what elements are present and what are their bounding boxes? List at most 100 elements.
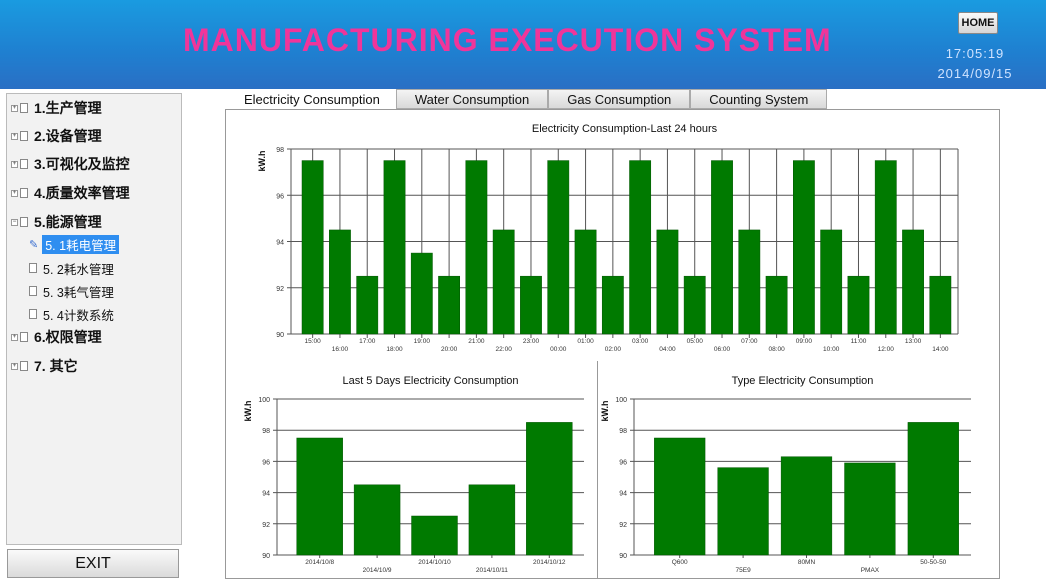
x-tick-label: 13:00 [905, 338, 922, 345]
bar [929, 275, 952, 335]
x-tick-label: 14:00 [932, 346, 949, 353]
x-tick-label: 17:00 [359, 338, 376, 345]
bar [520, 275, 542, 335]
tab-gas[interactable]: Gas Consumption [548, 89, 691, 109]
bar [301, 160, 324, 335]
tree-item[interactable]: 5. 2耗水管理 [29, 258, 114, 278]
y-tick-label: 90 [619, 553, 627, 560]
bar [717, 467, 769, 556]
bar [356, 275, 379, 335]
y-tick-label: 98 [619, 428, 627, 435]
exit-button[interactable]: EXIT [7, 549, 179, 578]
bar [411, 515, 458, 556]
y-tick-label: 96 [276, 193, 284, 200]
header-bar: MANUFACTURING EXECUTION SYSTEM HOME 17:0… [0, 0, 1046, 89]
expand-icon[interactable]: + [11, 160, 18, 168]
tree-item[interactable]: +2.设备管理 [11, 126, 102, 146]
document-icon [20, 332, 28, 342]
bar [765, 275, 788, 335]
x-tick-label: 2014/10/8 [305, 559, 334, 566]
bar [492, 229, 515, 335]
x-tick-label: 15:00 [305, 338, 322, 345]
bar [654, 437, 706, 556]
x-tick-label: 19:00 [414, 338, 431, 345]
bar [738, 229, 761, 335]
y-axis-label: kW.h [600, 400, 610, 421]
y-tick-label: 94 [262, 491, 270, 498]
x-tick-label: 18:00 [386, 346, 403, 353]
tree-item[interactable]: +7. 其它 [11, 356, 78, 376]
x-tick-label: 16:00 [332, 346, 349, 353]
x-tick-label: Q600 [672, 559, 688, 566]
expand-icon[interactable]: + [11, 132, 18, 140]
x-tick-label: 04:00 [659, 346, 676, 353]
tree-item-label: 5. 1耗电管理 [42, 234, 120, 254]
bar [438, 275, 460, 335]
bar [383, 160, 406, 335]
tab-bar: Electricity Consumption Water Consumptio… [228, 89, 828, 109]
x-tick-label: 20:00 [441, 346, 458, 353]
tree-item[interactable]: +1.生产管理 [11, 98, 102, 118]
tree-item-label: 1.生产管理 [34, 100, 102, 116]
tree-item[interactable]: 5. 3耗气管理 [29, 281, 114, 301]
expand-icon[interactable]: + [11, 362, 18, 370]
tree-item[interactable]: +3.可视化及监控 [11, 154, 130, 174]
tree-item[interactable]: +4.质量效率管理 [11, 183, 130, 203]
bar [907, 422, 959, 556]
expand-icon[interactable]: + [11, 333, 18, 341]
bar [793, 160, 815, 335]
x-tick-label: 08:00 [768, 346, 785, 353]
tree-item-label: 5. 2耗水管理 [43, 262, 114, 277]
tree-item[interactable]: ✎ 5. 1耗电管理 [29, 234, 120, 254]
clock-time: 17:05:19 [945, 46, 1005, 61]
nav-tree: +1.生产管理 +2.设备管理 +3.可视化及监控 +4.质量效率管理 −5.能源管理 ✎… [6, 93, 182, 545]
y-tick-label: 98 [276, 147, 284, 154]
x-tick-label: 10:00 [823, 346, 840, 353]
content-panel: Electricity Consumption-Last 24 hours kW.… [225, 109, 1000, 579]
tree-item[interactable]: − 5.能源管理 [11, 212, 102, 232]
x-tick-label: 00:00 [550, 346, 567, 353]
bar [683, 275, 706, 335]
app-title: MANUFACTURING EXECUTION SYSTEM [183, 22, 832, 58]
tree-item-label: 6.权限管理 [34, 329, 102, 345]
x-tick-label: 80MN [798, 559, 816, 566]
chart-title: Last 5 Days Electricity Consumption [342, 375, 518, 387]
tree-item[interactable]: 5. 4计数系统 [29, 304, 114, 324]
document-icon [29, 309, 37, 319]
tree-item[interactable]: +6.权限管理 [11, 327, 102, 347]
tab-electricity[interactable]: Electricity Consumption [228, 89, 396, 109]
y-tick-label: 94 [276, 240, 284, 247]
home-button[interactable]: HOME [958, 12, 998, 34]
bar [465, 160, 488, 335]
bar [468, 484, 516, 556]
tree-item-label: 5. 3耗气管理 [43, 285, 114, 300]
chart-last-5-days: Last 5 Days Electricity Consumption kW.h 9… [226, 361, 598, 578]
bar [656, 229, 679, 335]
bar [902, 229, 924, 335]
x-tick-label: 02:00 [605, 346, 622, 353]
document-icon [20, 131, 28, 141]
x-tick-label: PMAX [861, 567, 880, 574]
chart-title: Electricity Consumption-Last 24 hours [532, 123, 718, 135]
x-tick-label: 09:00 [796, 338, 813, 345]
bar [547, 160, 570, 335]
x-tick-label: 03:00 [632, 338, 649, 345]
chart-type-consumption: Type Electricity Consumption kW.h 90 92 94 96… [598, 361, 999, 578]
x-tick-label: 50-50-50 [920, 559, 946, 566]
chart-24-hours: Electricity Consumption-Last 24 hours kW.… [226, 110, 999, 362]
y-tick-label: 96 [619, 459, 627, 466]
expand-icon[interactable]: + [11, 104, 18, 112]
x-tick-label: 21:00 [468, 338, 485, 345]
y-tick-label: 90 [276, 332, 284, 339]
collapse-icon[interactable]: − [11, 218, 18, 226]
bar [353, 484, 401, 556]
tree-item-label: 3.可视化及监控 [34, 156, 130, 172]
document-icon [29, 263, 37, 273]
expand-icon[interactable]: + [11, 189, 18, 197]
x-tick-label: 06:00 [714, 346, 731, 353]
document-icon [29, 286, 37, 296]
tab-counting[interactable]: Counting System [690, 89, 828, 109]
x-tick-label: 12:00 [878, 346, 895, 353]
y-tick-label: 100 [615, 397, 627, 404]
tab-water[interactable]: Water Consumption [395, 89, 549, 109]
